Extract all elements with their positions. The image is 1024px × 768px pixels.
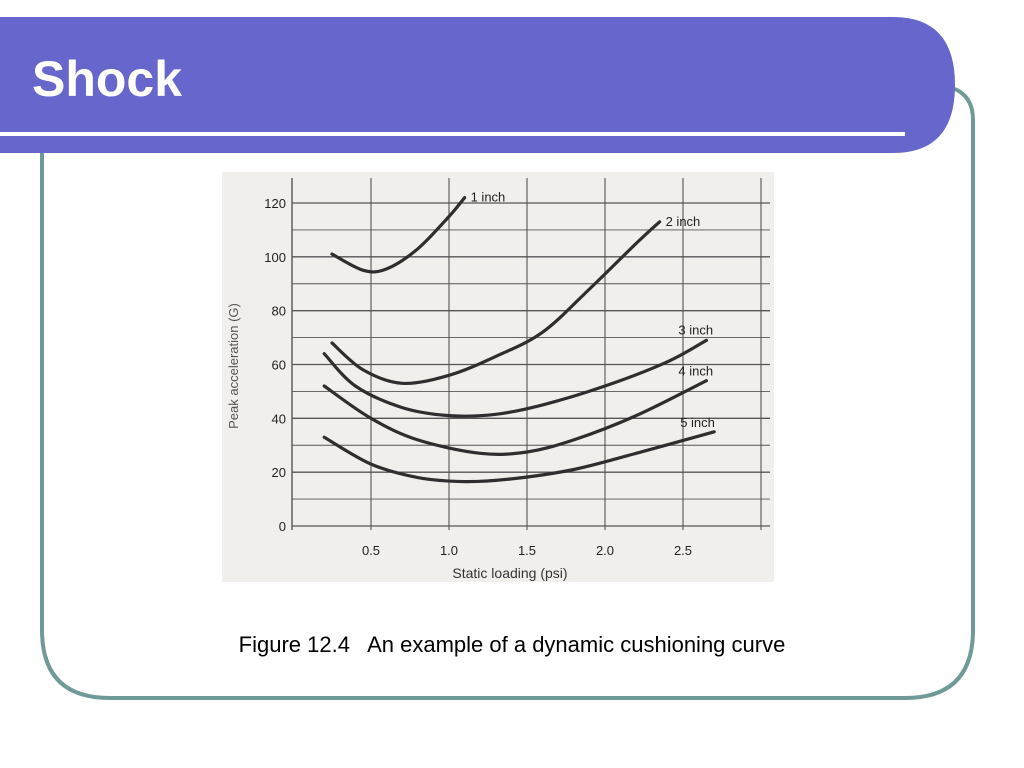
caption-number: Figure 12.4 xyxy=(238,632,350,657)
grid-layer xyxy=(291,178,770,530)
series-label-5-inch: 5 inch xyxy=(680,415,715,430)
y-tick-label: 40 xyxy=(272,411,286,426)
y-tick-label: 120 xyxy=(264,196,286,211)
y-tick-label: 20 xyxy=(272,465,286,480)
tick-layer: 0 20 40 60 80 100 120 0.5 1.0 1.5 2.0 2.5 xyxy=(264,196,692,558)
series-label-2-inch: 2 inch xyxy=(666,214,701,229)
caption-gap xyxy=(350,632,367,657)
title-band-shape xyxy=(0,17,955,153)
curve-layer xyxy=(322,196,716,484)
y-tick-label: 0 xyxy=(279,519,286,534)
figure-caption: Figure 12.4 An example of a dynamic cush… xyxy=(0,632,1024,658)
x-tick-label: 1.0 xyxy=(440,543,458,558)
x-axis-title: Static loading (psi) xyxy=(452,565,567,581)
cushioning-chart: 0 20 40 60 80 100 120 0.5 1.0 1.5 2.0 2.5 1 inch 2 i… xyxy=(222,172,774,582)
frame-border xyxy=(40,86,975,700)
curve-3-inch xyxy=(322,338,708,418)
curve-1-inch xyxy=(330,196,467,274)
x-tick-label: 2.0 xyxy=(596,543,614,558)
series-label-1-inch: 1 inch xyxy=(471,190,506,205)
curve-4-inch xyxy=(322,379,708,456)
y-tick-label: 80 xyxy=(272,304,286,319)
curve-2-inch xyxy=(330,220,662,385)
slide-title: Shock xyxy=(32,51,183,107)
caption-text: An example of a dynamic cushioning curve xyxy=(367,632,786,657)
series-label-3-inch: 3 inch xyxy=(678,322,713,337)
curve-5-inch xyxy=(322,430,716,484)
y-tick-label: 60 xyxy=(272,358,286,373)
label-layer: 1 inch 2 inch 3 inch 4 inch 5 inch xyxy=(471,190,715,430)
y-axis-title: Peak acceleration (G) xyxy=(226,303,241,429)
x-tick-label: 0.5 xyxy=(362,543,380,558)
series-label-4-inch: 4 inch xyxy=(678,364,713,379)
y-tick-label: 100 xyxy=(264,250,286,265)
x-tick-label: 1.5 xyxy=(518,543,536,558)
x-tick-label: 2.5 xyxy=(674,543,692,558)
